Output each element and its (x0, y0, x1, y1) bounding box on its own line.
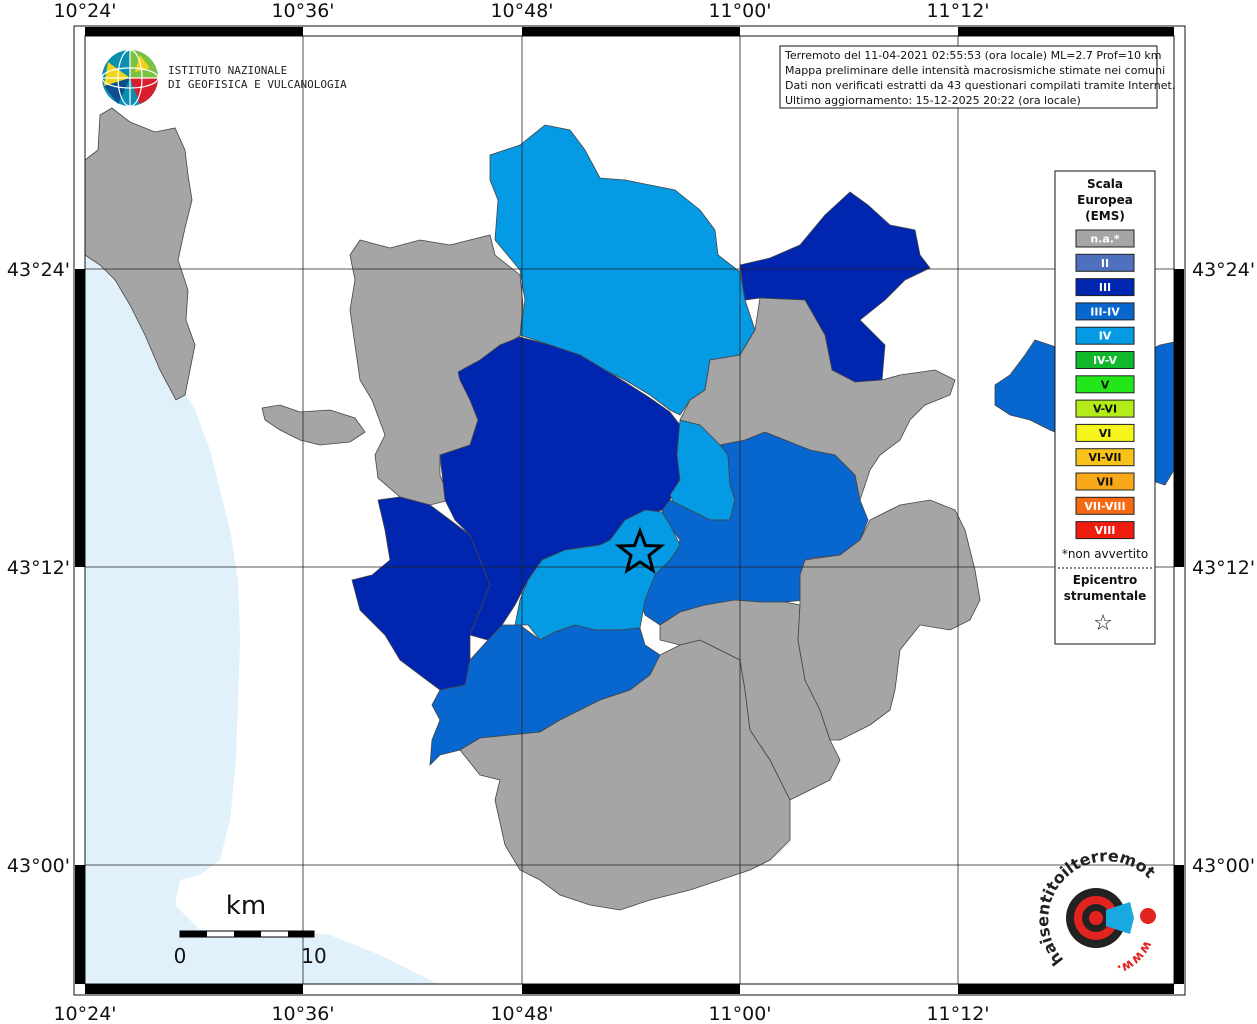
legend-label: IV (1099, 330, 1112, 343)
legend-epicenter-title-1: Epicentro (1073, 573, 1138, 587)
tick-left-0: 43°24' (7, 259, 70, 281)
region-island (261, 404, 366, 446)
legend: Scala Europea (EMS) n.a.*IIIIIIII-IVIVIV… (1054, 170, 1156, 645)
legend-title-3: (EMS) (1085, 209, 1125, 223)
legend-swatch (1075, 253, 1135, 272)
legend-swatch (1075, 351, 1135, 369)
tick-bottom-0: 10°24' (53, 1003, 116, 1024)
sea-area (85, 255, 440, 984)
legend-swatch (1075, 472, 1135, 491)
scale-start: 0 (174, 944, 187, 968)
legend-label: III-IV (1090, 305, 1120, 318)
tick-top-1: 10°36' (271, 0, 334, 22)
info-line-4: Ultimo aggiornamento: 15-12-2025 20:22 (… (785, 94, 1081, 107)
legend-swatch (1075, 496, 1135, 515)
legend-label: III (1099, 281, 1111, 294)
legend-label: VII-VIII (1084, 500, 1125, 513)
tick-top-0: 10°24' (53, 0, 116, 22)
tick-left-1: 43°12' (7, 557, 70, 579)
x-ticks-bottom: 10°24' 10°36' 10°48' 11°00' 11°12' (53, 1003, 989, 1024)
y-ticks-left: 43°24' 43°12' 43°00' (7, 259, 70, 877)
org-name-line2: DI GEOFISICA E VULCANOLOGIA (168, 78, 347, 91)
region-northeast-na (679, 297, 956, 502)
ingv-logo: ISTITUTO NAZIONALE DI GEOFISICA E VULCAN… (101, 49, 347, 107)
map-frame (73, 25, 1186, 996)
legend-label: VI-VII (1088, 451, 1121, 464)
target-icon (1066, 888, 1126, 948)
scale-end: 10 (301, 944, 326, 968)
legend-items: n.a.*IIIIIIII-IVIVIV-VVV-VIVIVI-VIIVIIVI… (1075, 229, 1135, 540)
tick-top-2: 10°48' (490, 0, 553, 22)
y-ticks-right: 43°24' 43°12' 43°00' (1192, 259, 1255, 877)
tick-bottom-3: 11°00' (708, 1003, 771, 1024)
legend-swatch (1075, 278, 1135, 297)
legend-epicenter-title-2: strumentale (1064, 589, 1147, 603)
tick-right-2: 43°00' (1192, 855, 1255, 877)
info-line-1: Terremoto del 11-04-2021 02:55:53 (ora l… (784, 49, 1162, 62)
legend-label: IV-V (1093, 354, 1118, 367)
tick-top-4: 11°12' (926, 0, 989, 22)
info-line-3: Dati non verificati estratti da 43 quest… (785, 79, 1175, 92)
legend-title-1: Scala (1087, 177, 1123, 191)
region-southeast-na (659, 599, 841, 801)
scale-unit: km (226, 891, 266, 921)
legend-label: VI (1099, 427, 1112, 440)
legend-swatch (1075, 229, 1135, 248)
tick-bottom-4: 11°12' (926, 1003, 989, 1024)
legend-swatch (1075, 302, 1135, 321)
legend-star-icon: ☆ (1093, 611, 1113, 636)
region-east-na (797, 499, 981, 741)
legend-swatch (1075, 521, 1135, 540)
legend-label: V (1101, 378, 1110, 391)
x-ticks-top: 10°24' 10°36' 10°48' 11°00' 11°12' (53, 0, 989, 22)
legend-label: VII (1097, 476, 1114, 489)
scale-bar: km 0 10 (174, 891, 327, 968)
tick-top-3: 11°00' (708, 0, 771, 22)
megaphone-icon (1106, 902, 1134, 934)
legend-label: VIII (1095, 524, 1116, 537)
org-name-line1: ISTITUTO NAZIONALE (168, 64, 287, 77)
legend-note: *non avvertito (1062, 547, 1148, 561)
epicenter-star-icon (614, 526, 666, 574)
legend-swatch (1075, 399, 1135, 418)
legend-label: II (1101, 257, 1109, 270)
info-box: Terremoto del 11-04-2021 02:55:53 (ora l… (779, 45, 1175, 109)
tick-right-0: 43°24' (1192, 259, 1255, 281)
legend-swatch (1075, 423, 1135, 442)
tick-bottom-2: 10°48' (490, 1003, 553, 1024)
tick-left-2: 43°00' (7, 855, 70, 877)
graticule (85, 36, 1174, 984)
legend-label: V-VI (1093, 403, 1117, 416)
legend-swatch (1075, 448, 1135, 467)
globe-icon (101, 49, 159, 107)
tick-bottom-1: 10°36' (271, 1003, 334, 1024)
legend-swatch (1075, 375, 1135, 394)
tick-right-1: 43°12' (1192, 557, 1255, 579)
legend-title-2: Europea (1077, 193, 1133, 207)
legend-swatch (1075, 326, 1135, 345)
legend-label: n.a.* (1090, 233, 1120, 246)
question-icon (1140, 908, 1156, 924)
info-line-2: Mappa preliminare delle intensità macros… (785, 64, 1165, 77)
region-coast-north (85, 107, 196, 401)
